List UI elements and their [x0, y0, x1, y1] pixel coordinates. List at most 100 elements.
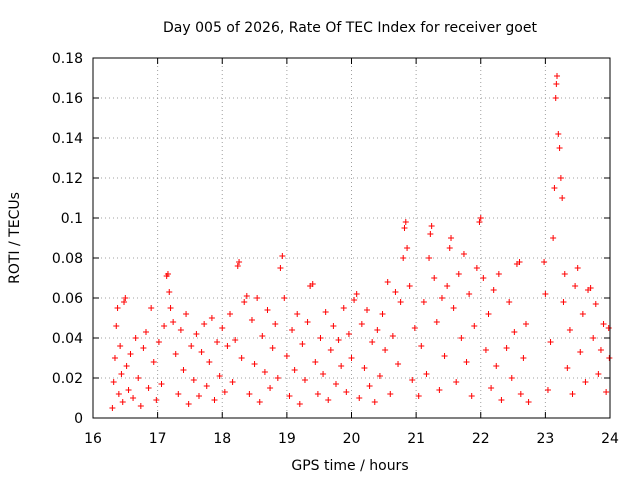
- data-point: [234, 263, 241, 269]
- data-point: [340, 305, 347, 311]
- data-point: [111, 355, 118, 361]
- data-point: [183, 311, 190, 317]
- data-point: [201, 321, 208, 327]
- y-tick-label: 0.04: [52, 331, 83, 347]
- data-point: [444, 283, 451, 289]
- data-point: [325, 397, 332, 403]
- data-point: [301, 377, 308, 383]
- data-point: [229, 379, 236, 385]
- data-point: [142, 329, 149, 335]
- y-tick-label: 0: [74, 411, 83, 427]
- data-point: [508, 375, 515, 381]
- data-point: [600, 321, 607, 327]
- data-point: [167, 305, 174, 311]
- data-point: [606, 355, 613, 361]
- data-point: [541, 259, 548, 265]
- data-point: [322, 309, 329, 315]
- data-point: [453, 379, 460, 385]
- data-point: [348, 355, 355, 361]
- y-tick-label: 0.16: [52, 91, 83, 107]
- data-point: [283, 353, 290, 359]
- data-point: [428, 223, 435, 229]
- data-point: [267, 385, 274, 391]
- data-point: [248, 317, 255, 323]
- data-point: [148, 305, 155, 311]
- data-point: [476, 219, 483, 225]
- y-tick-label: 0.02: [52, 371, 83, 387]
- data-point: [193, 331, 200, 337]
- data-point: [402, 219, 409, 225]
- data-point: [460, 251, 467, 257]
- data-point: [438, 295, 445, 301]
- data-point: [420, 299, 427, 305]
- data-point: [433, 319, 440, 325]
- data-point: [246, 391, 253, 397]
- data-point: [135, 375, 142, 381]
- data-point: [259, 333, 266, 339]
- x-tick-label: 23: [536, 431, 554, 447]
- data-point: [289, 327, 296, 333]
- x-tick-label: 20: [343, 431, 361, 447]
- data-point: [137, 403, 144, 409]
- data-point: [364, 307, 371, 313]
- data-point: [117, 343, 124, 349]
- data-point: [503, 345, 510, 351]
- data-point: [158, 381, 165, 387]
- data-point: [379, 311, 386, 317]
- data-point: [473, 265, 480, 271]
- y-axis-label: ROTI / TECUs: [7, 192, 23, 284]
- data-point: [389, 333, 396, 339]
- data-point: [279, 253, 286, 259]
- data-point: [493, 363, 500, 369]
- data-point: [592, 301, 599, 307]
- y-tick-label: 0.06: [52, 291, 83, 307]
- data-point: [353, 291, 360, 297]
- data-point: [415, 393, 422, 399]
- data-point: [188, 343, 195, 349]
- data-point: [351, 297, 358, 303]
- data-point: [485, 311, 492, 317]
- data-point: [560, 299, 567, 305]
- data-point: [397, 299, 404, 305]
- data-point: [180, 367, 187, 373]
- data-point: [227, 311, 234, 317]
- data-point: [597, 347, 604, 353]
- y-axis-ticks: 0 0.02 0.04 0.06 0.08 0.1 0.12 0.14 0.16 0.18: [52, 51, 610, 427]
- y-tick-label: 0.12: [52, 171, 83, 187]
- data-point: [555, 131, 562, 137]
- y-tick-label: 0.18: [52, 51, 83, 67]
- data-point: [291, 367, 298, 373]
- data-point: [551, 185, 558, 191]
- data-point: [392, 289, 399, 295]
- data-point: [109, 405, 116, 411]
- data-point: [466, 291, 473, 297]
- data-point: [582, 379, 589, 385]
- data-point: [274, 375, 281, 381]
- data-point: [130, 395, 137, 401]
- data-point: [458, 335, 465, 341]
- data-point: [411, 325, 418, 331]
- data-point: [382, 347, 389, 353]
- data-point: [448, 235, 455, 241]
- data-point: [123, 363, 130, 369]
- data-point: [553, 81, 560, 87]
- data-point: [335, 337, 342, 343]
- data-point: [172, 351, 179, 357]
- data-point: [525, 399, 532, 405]
- data-point: [166, 289, 173, 295]
- y-tick-label: 0.14: [52, 131, 83, 147]
- data-point: [506, 299, 513, 305]
- data-point: [320, 371, 327, 377]
- data-point: [480, 275, 487, 281]
- data-point: [269, 345, 276, 351]
- data-point: [423, 371, 430, 377]
- data-point: [517, 391, 524, 397]
- data-point: [296, 401, 303, 407]
- data-point: [243, 293, 250, 299]
- data-point: [236, 259, 243, 265]
- data-point: [542, 291, 549, 297]
- data-point: [455, 271, 462, 277]
- data-point: [216, 373, 223, 379]
- data-point: [150, 359, 157, 365]
- data-point: [161, 323, 168, 329]
